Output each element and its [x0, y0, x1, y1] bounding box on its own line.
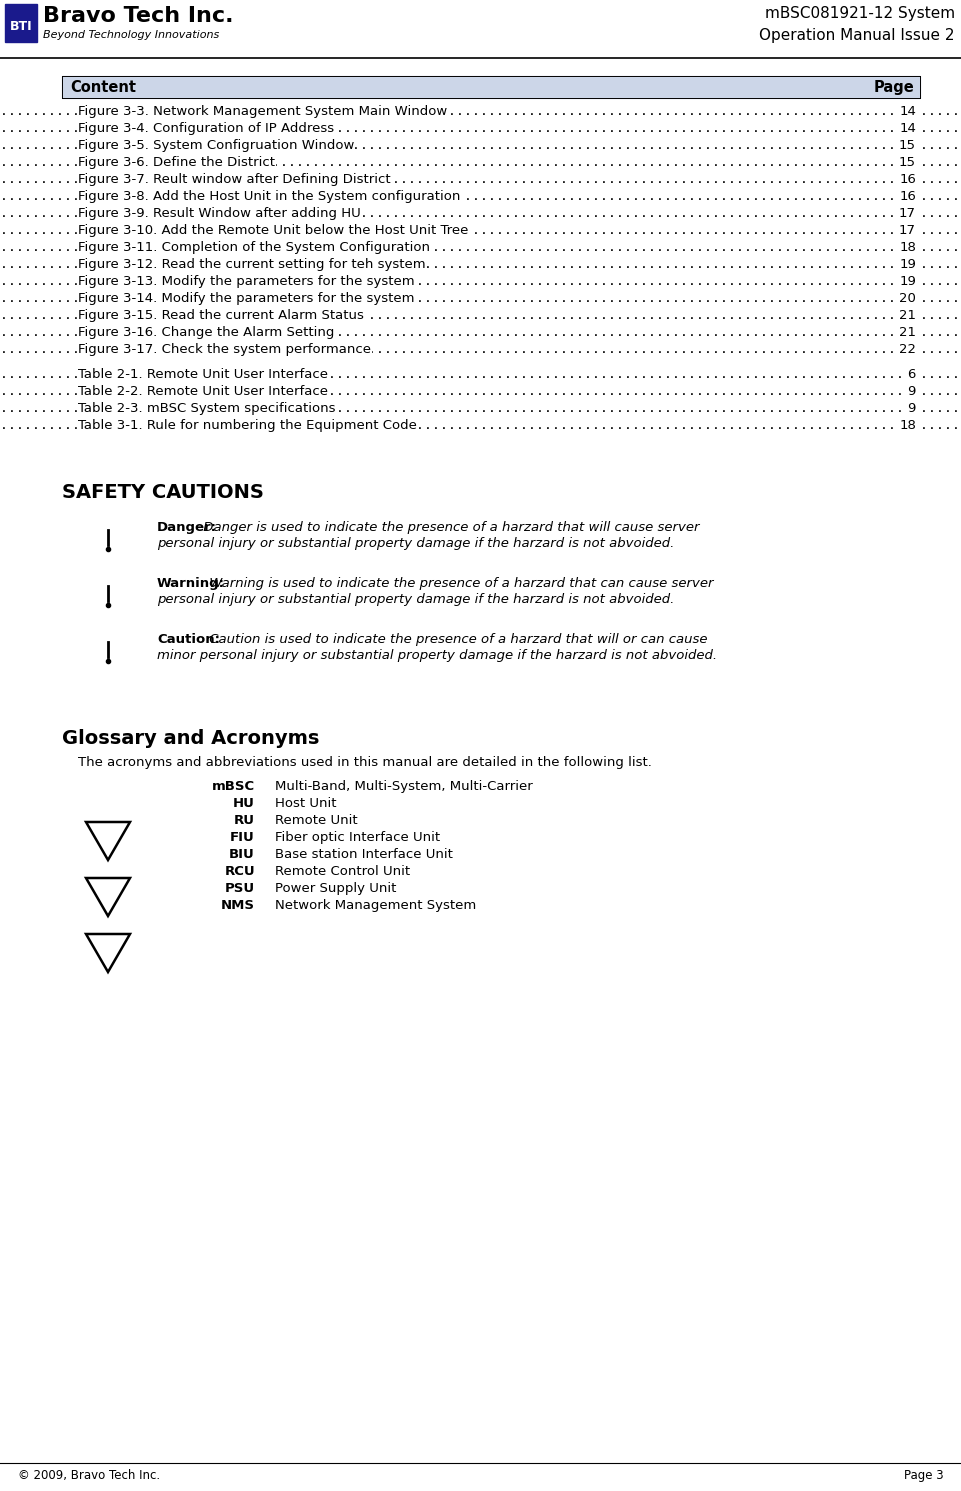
Text: Remote Control Unit: Remote Control Unit — [275, 865, 409, 878]
Text: ................................................................................: ........................................… — [0, 139, 961, 152]
Text: Figure 3-17. Check the system performance: Figure 3-17. Check the system performanc… — [78, 343, 371, 356]
Text: Figure 3-12. Read the current setting for teh system: Figure 3-12. Read the current setting fo… — [78, 258, 425, 271]
Text: Power Supply Unit: Power Supply Unit — [275, 883, 396, 895]
Text: Network Management System: Network Management System — [275, 899, 476, 912]
Text: Figure 3-9. Result Window after adding HU: Figure 3-9. Result Window after adding H… — [78, 207, 360, 221]
Text: personal injury or substantial property damage if the harzard is not abvoided.: personal injury or substantial property … — [157, 537, 674, 550]
Text: ................................................................................: ........................................… — [0, 242, 961, 253]
Text: ................................................................................: ........................................… — [0, 189, 961, 203]
Text: 9: 9 — [906, 385, 915, 398]
Text: personal injury or substantial property damage if the harzard is not abvoided.: personal injury or substantial property … — [157, 593, 674, 605]
Text: 14: 14 — [899, 104, 915, 118]
Text: Fiber optic Interface Unit: Fiber optic Interface Unit — [275, 830, 440, 844]
Text: Base station Interface Unit: Base station Interface Unit — [275, 848, 453, 860]
Text: mBSC: mBSC — [211, 780, 255, 793]
Text: Figure 3-6. Define the District: Figure 3-6. Define the District — [78, 157, 275, 168]
Text: ................................................................................: ........................................… — [0, 122, 961, 136]
Text: Figure 3-4. Configuration of IP Address: Figure 3-4. Configuration of IP Address — [78, 122, 333, 136]
Text: 14: 14 — [899, 122, 915, 136]
Text: 18: 18 — [899, 419, 915, 432]
Text: BIU: BIU — [229, 848, 255, 860]
Text: ................................................................................: ........................................… — [0, 292, 961, 306]
Text: 19: 19 — [899, 274, 915, 288]
Text: © 2009, Bravo Tech Inc.: © 2009, Bravo Tech Inc. — [18, 1469, 160, 1482]
Text: 15: 15 — [899, 139, 915, 152]
Text: 21: 21 — [899, 327, 915, 338]
Text: Figure 3-16. Change the Alarm Setting: Figure 3-16. Change the Alarm Setting — [78, 327, 334, 338]
Text: 22: 22 — [899, 343, 915, 356]
Text: Figure 3-15. Read the current Alarm Status: Figure 3-15. Read the current Alarm Stat… — [78, 309, 363, 322]
Text: Warning is used to indicate the presence of a harzard that can cause server: Warning is used to indicate the presence… — [205, 577, 713, 590]
Text: Figure 3-10. Add the Remote Unit below the Host Unit Tree: Figure 3-10. Add the Remote Unit below t… — [78, 224, 468, 237]
Text: FIU: FIU — [230, 830, 255, 844]
Text: Table 2-3. mBSC System specifications: Table 2-3. mBSC System specifications — [78, 403, 335, 414]
Text: ................................................................................: ........................................… — [0, 207, 961, 221]
Text: Content: Content — [70, 81, 136, 95]
Text: 17: 17 — [899, 207, 915, 221]
Text: ................................................................................: ........................................… — [0, 343, 961, 356]
Text: mBSC081921-12 System: mBSC081921-12 System — [764, 6, 954, 21]
Text: ................................................................................: ........................................… — [0, 327, 961, 338]
Text: Figure 3-3. Network Management System Main Window: Figure 3-3. Network Management System Ma… — [78, 104, 447, 118]
Text: Host Unit: Host Unit — [275, 798, 336, 810]
Text: Warning:: Warning: — [157, 577, 225, 590]
Text: ................................................................................: ........................................… — [0, 368, 961, 382]
Text: Page 3: Page 3 — [903, 1469, 943, 1482]
Text: ................................................................................: ........................................… — [0, 157, 961, 168]
Text: 16: 16 — [899, 189, 915, 203]
Text: 6: 6 — [906, 368, 915, 382]
Text: Figure 3-8. Add the Host Unit in the System configuration: Figure 3-8. Add the Host Unit in the Sys… — [78, 189, 460, 203]
Text: Caution is used to indicate the presence of a harzard that will or can cause: Caution is used to indicate the presence… — [205, 634, 706, 646]
Text: Caution:: Caution: — [157, 634, 220, 646]
Text: Figure 3-7. Reult window after Defining District: Figure 3-7. Reult window after Defining … — [78, 173, 390, 186]
Text: ................................................................................: ........................................… — [0, 419, 961, 432]
Text: Remote Unit: Remote Unit — [275, 814, 357, 828]
Bar — [0, 0, 961, 58]
Text: RCU: RCU — [224, 865, 255, 878]
Text: Danger:: Danger: — [157, 520, 217, 534]
Text: Table 3-1. Rule for numbering the Equipment Code: Table 3-1. Rule for numbering the Equipm… — [78, 419, 416, 432]
Text: Multi-Band, Multi-System, Multi-Carrier: Multi-Band, Multi-System, Multi-Carrier — [275, 780, 532, 793]
Text: ................................................................................: ........................................… — [0, 403, 961, 414]
Bar — [62, 76, 919, 98]
Text: Danger is used to indicate the presence of a harzard that will cause server: Danger is used to indicate the presence … — [199, 520, 699, 534]
Text: Table 2-2. Remote Unit User Interface: Table 2-2. Remote Unit User Interface — [78, 385, 328, 398]
Bar — [5, 4, 37, 42]
Text: ................................................................................: ........................................… — [0, 104, 961, 118]
Text: 9: 9 — [906, 403, 915, 414]
Text: 17: 17 — [899, 224, 915, 237]
Text: 18: 18 — [899, 242, 915, 253]
Text: The acronyms and abbreviations used in this manual are detailed in the following: The acronyms and abbreviations used in t… — [78, 756, 652, 769]
Text: Figure 3-14. Modify the parameters for the system: Figure 3-14. Modify the parameters for t… — [78, 292, 414, 306]
Text: ................................................................................: ........................................… — [0, 224, 961, 237]
Text: 20: 20 — [899, 292, 915, 306]
Text: Table 2-1. Remote Unit User Interface: Table 2-1. Remote Unit User Interface — [78, 368, 328, 382]
Text: ................................................................................: ........................................… — [0, 309, 961, 322]
Text: Figure 3-13. Modify the parameters for the system: Figure 3-13. Modify the parameters for t… — [78, 274, 414, 288]
Text: 16: 16 — [899, 173, 915, 186]
Text: ................................................................................: ........................................… — [0, 385, 961, 398]
Text: ................................................................................: ........................................… — [0, 274, 961, 288]
Text: Glossary and Acronyms: Glossary and Acronyms — [62, 729, 319, 748]
Text: HU: HU — [233, 798, 255, 810]
Text: PSU: PSU — [225, 883, 255, 895]
Text: minor personal injury or substantial property damage if the harzard is not abvoi: minor personal injury or substantial pro… — [157, 649, 716, 662]
Text: Figure 3-11. Completion of the System Configuration: Figure 3-11. Completion of the System Co… — [78, 242, 430, 253]
Text: 15: 15 — [899, 157, 915, 168]
Text: RU: RU — [234, 814, 255, 828]
Text: BTI: BTI — [10, 19, 33, 33]
Text: Page: Page — [873, 81, 913, 95]
Text: Figure 3-5. System Configruation Window: Figure 3-5. System Configruation Window — [78, 139, 354, 152]
Text: Operation Manual Issue 2: Operation Manual Issue 2 — [759, 28, 954, 43]
Text: SAFETY CAUTIONS: SAFETY CAUTIONS — [62, 483, 263, 502]
Text: NMS: NMS — [221, 899, 255, 912]
Text: 19: 19 — [899, 258, 915, 271]
Text: 21: 21 — [899, 309, 915, 322]
Text: ................................................................................: ........................................… — [0, 173, 961, 186]
Text: Bravo Tech Inc.: Bravo Tech Inc. — [43, 6, 234, 25]
Text: Beyond Technology Innovations: Beyond Technology Innovations — [43, 30, 219, 40]
Text: ................................................................................: ........................................… — [0, 258, 961, 271]
